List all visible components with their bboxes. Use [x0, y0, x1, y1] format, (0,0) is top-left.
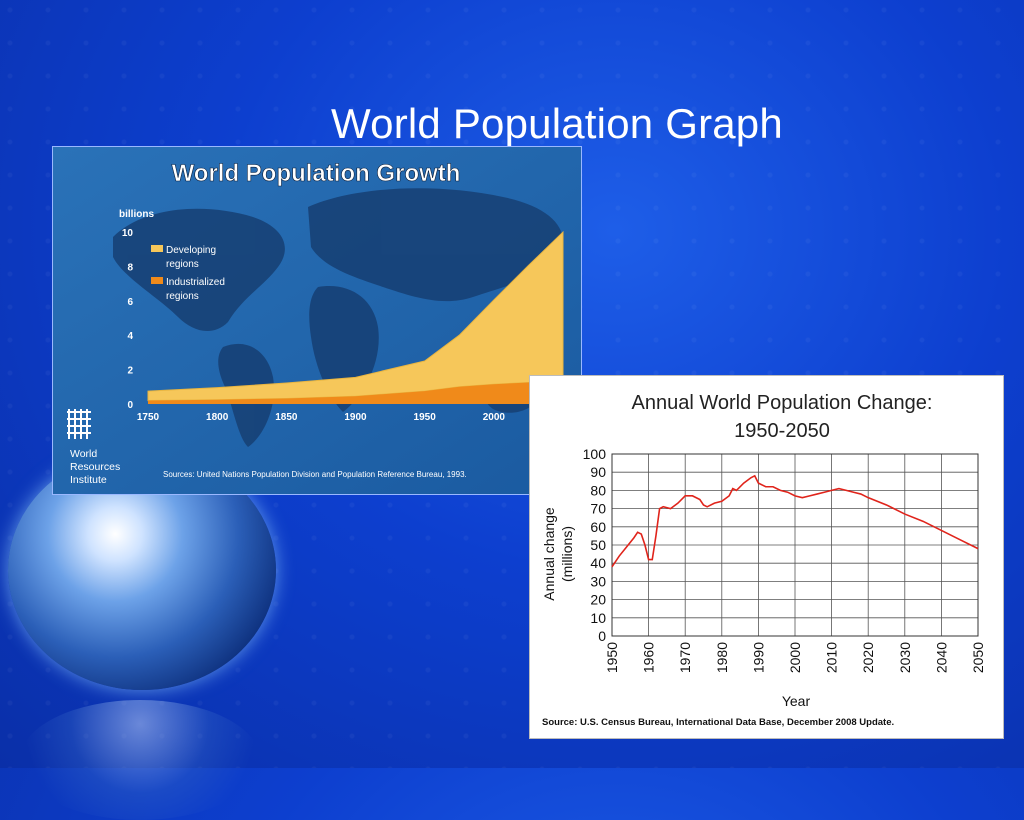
- legend-swatch-developing: [151, 245, 163, 252]
- legend-label-developing-2: regions: [166, 259, 199, 270]
- y-axis-unit-label: billions: [119, 209, 154, 220]
- industrialized-regions-area: [148, 381, 563, 404]
- y-tick-label: 10: [122, 228, 134, 239]
- chart-source-note: Source: U.S. Census Bureau, Internationa…: [542, 717, 894, 728]
- x-tick-label: 1960: [641, 642, 657, 673]
- legend-swatch-industrialized: [151, 277, 163, 284]
- x-tick-label: 1950: [604, 642, 620, 673]
- x-tick-label: 1800: [206, 412, 229, 423]
- x-tick-label: 2020: [860, 642, 876, 673]
- x-tick-label: 2030: [897, 642, 913, 673]
- annual-change-chart: Annual World Population Change: 1950-205…: [541, 392, 986, 728]
- population-growth-chart-panel: World Population Growth billions 0 2 4 6 8 10 17…: [52, 146, 582, 495]
- y-tick-label: 100: [583, 446, 607, 462]
- y-tick-label: 20: [590, 592, 606, 608]
- legend-label-developing-1: Developing: [166, 245, 216, 256]
- x-axis-label: Year: [782, 693, 811, 709]
- y-tick-label: 0: [127, 400, 133, 411]
- y-tick-label: 10: [590, 610, 606, 626]
- population-growth-chart: World Population Growth billions 0 2 4 6 8 10 17…: [53, 147, 581, 494]
- x-tick-label: 1990: [750, 642, 766, 673]
- x-tick-label: 2000: [483, 412, 506, 423]
- world-map-silhouette: [113, 188, 563, 447]
- wri-logo-icon: [67, 409, 91, 439]
- y-tick-label: 50: [590, 537, 606, 553]
- y-tick-label: 8: [127, 262, 133, 273]
- y-tick-label: 4: [127, 331, 133, 342]
- slide-title: World Population Graph: [331, 100, 783, 147]
- wri-logo-text: World: [70, 448, 97, 460]
- y-tick-label: 40: [590, 555, 606, 571]
- chart-title-line2: 1950-2050: [734, 420, 830, 442]
- x-tick-label: 1750: [137, 412, 160, 423]
- y-tick-label: 6: [127, 297, 133, 308]
- y-axis-label-line2: (millions): [559, 526, 575, 582]
- chart-source-note: Sources: United Nations Population Divis…: [163, 470, 467, 479]
- y-axis-label-line1: Annual change: [541, 507, 557, 601]
- y-tick-label: 70: [590, 501, 606, 517]
- y-tick-label: 90: [590, 464, 606, 480]
- x-tick-label: 2050: [970, 642, 986, 673]
- y-tick-label: 30: [590, 573, 606, 589]
- x-tick-label: 1950: [414, 412, 437, 423]
- annual-change-chart-panel: Annual World Population Change: 1950-205…: [529, 375, 1004, 739]
- x-tick-label: 2040: [933, 642, 949, 673]
- wri-logo-text: Resources: [70, 461, 120, 473]
- annual-change-line: [611, 474, 979, 568]
- legend-label-industrialized-1: Industrialized: [166, 277, 225, 288]
- x-tick-label: 1900: [344, 412, 367, 423]
- y-tick-label: 80: [590, 482, 606, 498]
- chart-title-line1: Annual World Population Change:: [632, 392, 933, 414]
- x-tick-label: 1850: [275, 412, 298, 423]
- x-tick-label: 2010: [824, 642, 840, 673]
- legend-label-industrialized-2: regions: [166, 291, 199, 302]
- y-tick-label: 2: [127, 366, 133, 377]
- plot-frame: [611, 453, 979, 637]
- wri-logo-text: Institute: [70, 474, 107, 486]
- chart-title: World Population Growth: [172, 160, 461, 187]
- x-tick-label: 2000: [787, 642, 803, 673]
- x-tick-label: 1980: [714, 642, 730, 673]
- y-tick-label: 60: [590, 519, 606, 535]
- y-tick-label: 0: [598, 628, 606, 644]
- x-tick-label: 1970: [677, 642, 693, 673]
- globe-reflection: [20, 700, 260, 820]
